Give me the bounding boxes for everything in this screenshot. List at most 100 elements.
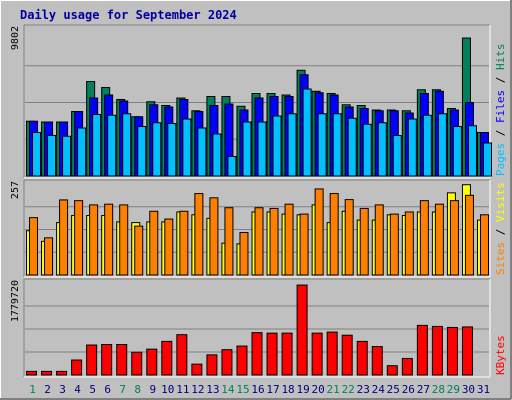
bar-pages-day-3 (62, 135, 72, 177)
legend-separator: / (494, 222, 507, 242)
bar-sites-day-3 (59, 199, 69, 276)
bar-sites-day-4 (74, 200, 84, 276)
kbytes-panel: 1779720 KBytes (10, 278, 507, 378)
x-tick-day-5: 5 (89, 383, 96, 396)
bar-sites-day-9 (149, 210, 159, 276)
x-tick-day-3: 3 (59, 383, 66, 396)
bar-sites-day-11 (179, 210, 189, 276)
bar-sites-day-12 (194, 193, 204, 276)
bar-pages-day-12 (197, 127, 207, 177)
bar-sites-day-14 (224, 207, 234, 276)
bar-pages-day-11 (182, 118, 192, 177)
bar-sites-day-16 (254, 207, 264, 276)
bar-kbytes-day-2 (41, 370, 53, 376)
chart-panels: 9802 Pages / Files / Hits 257 Sites / Visit… (10, 24, 507, 378)
bar-sites-day-15 (239, 232, 249, 276)
bar-sites-day-18 (284, 203, 294, 276)
bar-pages-day-24 (377, 122, 387, 177)
bar-sites-day-21 (329, 193, 339, 276)
bar-kbytes-day-20 (311, 332, 323, 376)
bar-pages-day-25 (392, 135, 402, 177)
bar-pages-day-9 (152, 122, 162, 177)
x-tick-day-9: 9 (149, 383, 156, 396)
bar-kbytes-day-29 (446, 326, 458, 376)
bar-pages-day-28 (437, 113, 447, 177)
x-tick-day-12: 12 (191, 383, 204, 396)
bar-pages-day-26 (407, 118, 417, 177)
bar-pages-day-30 (467, 125, 477, 177)
bar-sites-day-6 (104, 203, 114, 276)
x-tick-day-29: 29 (447, 383, 460, 396)
bar-kbytes-day-24 (371, 346, 383, 376)
y-max-label: 257 (10, 181, 21, 199)
bar-sites-day-17 (269, 207, 279, 276)
bar-sites-day-26 (404, 211, 414, 276)
bar-sites-day-28 (434, 203, 444, 276)
y-max-label: 9802 (10, 26, 21, 50)
x-tick-day-26: 26 (402, 383, 415, 396)
bar-kbytes-day-18 (281, 332, 293, 376)
bar-kbytes-day-6 (101, 344, 113, 376)
x-tick-day-11: 11 (176, 383, 189, 396)
bar-kbytes-day-1 (26, 370, 38, 376)
bar-pages-day-2 (47, 135, 57, 177)
x-tick-day-1: 1 (29, 383, 36, 396)
x-tick-day-17: 17 (266, 383, 279, 396)
bar-kbytes-day-4 (71, 359, 83, 376)
bar-pages-day-22 (347, 117, 357, 177)
bar-pages-day-23 (362, 123, 372, 177)
x-tick-day-28: 28 (432, 383, 445, 396)
x-tick-day-22: 22 (342, 383, 355, 396)
bar-sites-day-7 (119, 204, 129, 276)
bar-pages-day-1 (32, 132, 42, 177)
chart-title: Daily usage for September 2024 (20, 8, 237, 22)
bar-kbytes-day-7 (116, 344, 128, 376)
bar-pages-day-31 (482, 142, 492, 177)
bar-pages-day-19 (302, 88, 312, 177)
x-tick-day-24: 24 (372, 383, 386, 396)
bar-kbytes-day-23 (356, 340, 368, 376)
bar-sites-day-31 (479, 214, 489, 276)
x-tick-day-4: 4 (74, 383, 81, 396)
bar-pages-day-18 (287, 113, 297, 177)
bar-kbytes-day-27 (416, 324, 428, 376)
bar-sites-day-13 (209, 197, 219, 276)
bar-sites-day-30 (464, 194, 474, 276)
x-tick-day-7: 7 (119, 383, 126, 396)
bar-sites-day-24 (374, 204, 384, 276)
x-tick-day-15: 15 (236, 383, 249, 396)
x-tick-day-14: 14 (221, 383, 235, 396)
x-tick-day-20: 20 (312, 383, 325, 396)
bar-kbytes-day-22 (341, 334, 353, 376)
x-tick-day-6: 6 (104, 383, 111, 396)
bar-kbytes-day-30 (461, 326, 473, 376)
x-tick-day-27: 27 (417, 383, 430, 396)
x-tick-day-19: 19 (296, 383, 309, 396)
x-tick-day-8: 8 (134, 383, 141, 396)
bar-kbytes-day-5 (86, 344, 98, 376)
bar-pages-day-27 (422, 114, 432, 177)
bar-sites-day-19 (299, 213, 309, 276)
bar-sites-day-1 (29, 217, 39, 276)
bar-kbytes-day-26 (401, 357, 413, 376)
legend: Sites / Visits (494, 182, 507, 275)
bar-kbytes-day-15 (236, 345, 248, 376)
bar-sites-day-20 (314, 188, 324, 276)
bar-pages-day-29 (452, 126, 462, 177)
x-tick-day-16: 16 (251, 383, 264, 396)
bar-pages-day-14 (227, 156, 237, 177)
bar-sites-day-27 (419, 200, 429, 276)
x-tick-day-10: 10 (161, 383, 174, 396)
x-tick-day-13: 13 (206, 383, 219, 396)
bar-sites-day-29 (449, 200, 459, 276)
bar-sites-day-8 (134, 225, 144, 276)
bar-sites-day-25 (389, 213, 399, 276)
hits-files-pages-panel: 9802 Pages / Files / Hits (10, 24, 507, 179)
bar-kbytes-day-16 (251, 332, 263, 376)
legend-hits: Hits (494, 44, 507, 71)
bar-sites-day-22 (344, 199, 354, 276)
bar-pages-day-15 (242, 121, 252, 177)
bar-pages-day-10 (167, 123, 177, 177)
bar-kbytes-day-9 (146, 348, 158, 376)
